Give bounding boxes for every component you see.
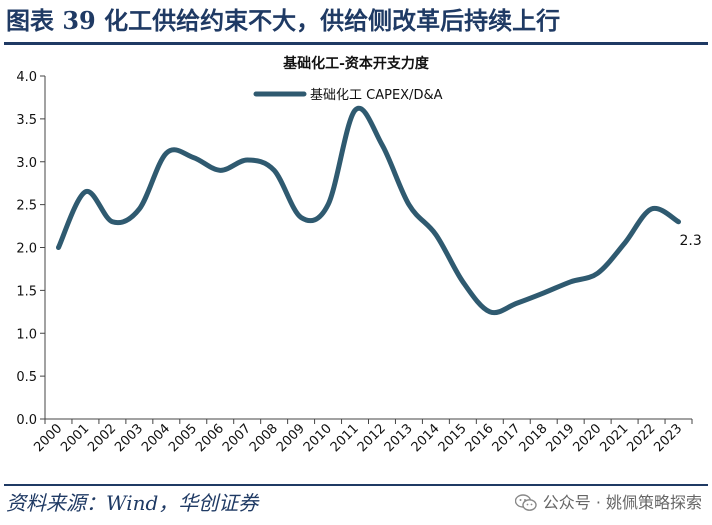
x-tick-label: 2002	[85, 421, 119, 455]
y-tick-label: 2.0	[16, 242, 37, 257]
x-tick-label: 2019	[544, 421, 578, 455]
x-tick-label: 2008	[247, 421, 281, 455]
legend-label: 基础化工 CAPEX/D&A	[310, 88, 443, 103]
series-line	[55, 105, 682, 316]
x-tick-label: 2005	[166, 421, 200, 455]
wechat-icon	[514, 494, 537, 511]
y-tick-label: 0.5	[16, 370, 37, 385]
legend: 基础化工 CAPEX/D&A	[253, 88, 443, 103]
x-tick-label: 2017	[490, 421, 524, 455]
y-tick-label: 0.0	[16, 413, 37, 428]
x-tick-label: 2006	[193, 421, 227, 455]
x-tick-label: 2014	[409, 421, 443, 455]
x-tick-label: 2023	[651, 421, 685, 455]
y-tick-label: 4.0	[16, 70, 37, 85]
x-tick-label: 2021	[597, 421, 631, 455]
source-note: 资料来源：Wind，华创证券	[6, 491, 259, 515]
x-tick-label: 2015	[436, 421, 470, 455]
y-tick-label: 3.0	[16, 156, 37, 171]
figure-title: 图表 39 化工供给约束不大，供给侧改革后持续上行	[6, 6, 561, 35]
x-tick-label: 2016	[463, 421, 497, 455]
source-rule	[4, 484, 708, 486]
line-chart: 基础化工-资本开支力度 基础化工 CAPEX/D&A 0.0 0.5 1.0 1.5 2…	[16, 55, 702, 455]
y-tick-label: 3.5	[16, 113, 37, 128]
x-tick-label: 2018	[517, 421, 551, 455]
x-tick-label: 2003	[112, 421, 146, 455]
x-tick-label: 2001	[58, 421, 92, 455]
x-tick-label: 2020	[570, 421, 604, 455]
x-tick-label: 2013	[382, 421, 416, 455]
y-tick-label: 2.5	[16, 199, 37, 214]
y-tick-label: 1.0	[16, 327, 37, 342]
y-tick-label: 1.5	[16, 284, 37, 299]
x-tick-label: 2012	[355, 421, 389, 455]
title-rule	[4, 42, 708, 45]
x-tick-label: 2022	[624, 421, 658, 455]
end-value-label: 2.3	[680, 233, 702, 249]
x-tick-label: 2007	[220, 421, 254, 455]
x-tick-label: 2004	[139, 421, 173, 455]
x-tick-label: 2011	[328, 421, 362, 455]
x-tick-label: 2009	[274, 421, 308, 455]
x-tick-label: 2010	[301, 421, 335, 455]
watermark-text: 公众号 · 姚佩策略探索	[542, 493, 702, 512]
watermark: 公众号 · 姚佩策略探索	[514, 490, 702, 516]
chart-title: 基础化工-资本开支力度	[283, 55, 430, 72]
